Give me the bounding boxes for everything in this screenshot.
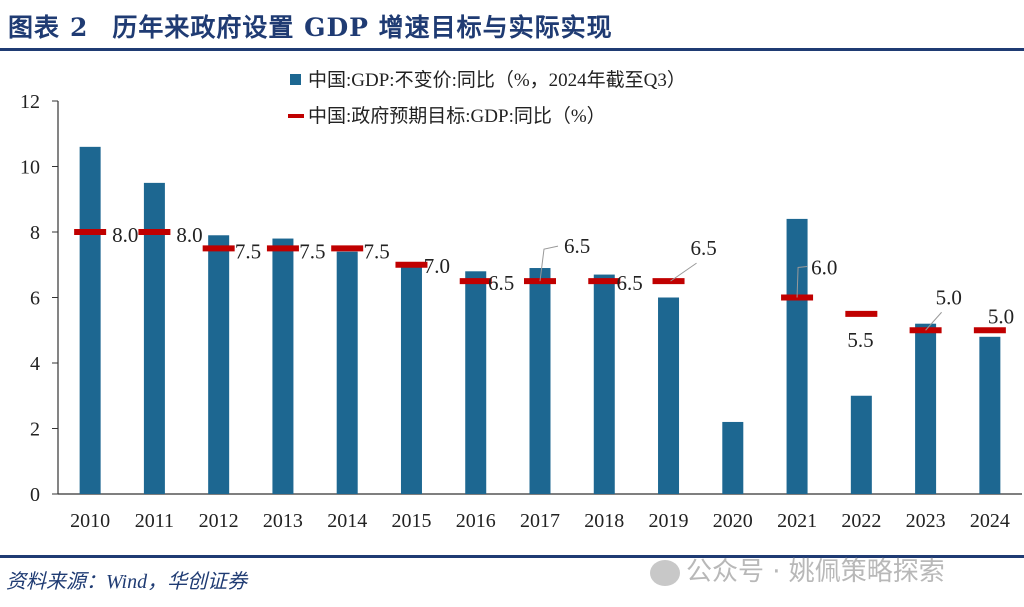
bar-2017 [529,268,551,494]
y-tick-label: 8 [30,222,40,244]
x-tick-label: 2016 [456,510,496,532]
x-tick-label: 2018 [584,510,624,532]
y-tick-label: 10 [20,157,40,179]
watermark: 公众号 · 姚佩策略探索 [650,551,945,588]
bar-2021 [786,218,808,494]
x-tick-label: 2022 [841,510,881,532]
target-label-2016: 6.5 [488,271,514,295]
x-tick-label: 2012 [199,510,239,532]
bar-2011 [143,182,165,494]
bar-2016 [465,271,487,494]
bar-2010 [79,146,101,494]
figure-title: 图表 2 历年来政府设置 GDP 增速目标与实际实现 [8,8,613,44]
target-marker-2024 [973,327,1006,334]
x-tick-label: 2014 [327,510,367,532]
target-label-2014: 7.5 [363,239,389,263]
target-label-2011: 8.0 [176,223,202,247]
target-label-2013: 7.5 [299,239,325,263]
bar-2018 [593,274,615,494]
target-marker-2010 [74,229,107,235]
bar-2024 [979,336,1001,494]
data-labels: 8.0 8.0 7.5 7.5 7.5 7.0 6.5 6.5 6.5 6.5 6.0 5.5 5.0 5… [112,223,1014,352]
x-tick-label: 2017 [520,510,560,532]
target-label-2022: 5.5 [847,328,873,352]
y-tick-label: 6 [30,288,40,310]
bar-2014 [336,251,358,494]
target-label-2012: 7.5 [235,239,261,263]
bar-2015 [400,264,422,494]
x-tick-label: 2023 [906,510,946,532]
bar-2020 [722,421,744,494]
x-tick-label: 2024 [970,510,1010,532]
y-tick-label: 2 [30,419,40,441]
target-label-2021: 6.0 [811,256,837,280]
bar-2019 [658,297,680,494]
y-tick-label: 12 [20,91,40,113]
y-tick-label: 4 [30,353,40,375]
target-marker-2019 [652,278,685,285]
target-marker-2018 [588,278,621,285]
leader-line [539,245,559,282]
legend-label-target: 中国:政府预期目标:GDP:同比（%） [308,105,606,127]
top-divider [0,48,1024,51]
target-marker-2015 [395,261,428,268]
bar-2023 [915,323,937,494]
legend-swatch-gdp [290,74,301,85]
source-note: 资料来源：Wind，华创证券 [6,571,248,593]
target-marker-2014 [331,245,364,252]
target-label-2023: 5.0 [936,285,962,309]
x-tick-label: 2010 [70,510,110,532]
bottom-divider [0,555,1024,558]
target-label-2010: 8.0 [112,223,138,247]
wechat-icon [650,559,680,586]
x-tick-label: 2020 [713,510,753,532]
chart: 中国:GDP:不变价:同比（%，2024年截至Q3） 中国:政府预期目标:GDP… [20,69,1022,532]
legend: 中国:GDP:不变价:同比（%，2024年截至Q3） 中国:政府预期目标:GDP… [288,69,686,127]
bar-2022 [850,395,872,494]
figure-label: 图表 [8,13,61,42]
target-marker-2022 [845,310,878,317]
target-label-2018: 6.5 [617,271,643,295]
x-tick-label: 2013 [263,510,303,532]
x-tick-label: 2015 [391,510,431,532]
target-label-2024: 5.0 [988,304,1014,328]
x-tick-label: 2011 [135,510,174,532]
bars [79,146,1001,494]
leader-line [796,266,808,298]
legend-label-gdp: 中国:GDP:不变价:同比（%，2024年截至Q3） [308,69,686,91]
legend-swatch-target [288,114,304,118]
target-marker-2011 [138,229,171,235]
target-label-2015: 7.0 [424,254,450,278]
leader-line [925,311,942,331]
target-marker-2013 [266,245,299,252]
target-marker-2012 [202,245,235,252]
leader-line [670,262,697,282]
y-tick-label: 0 [30,484,40,506]
target-label-2017: 6.5 [564,234,590,258]
x-tick-label: 2021 [777,510,817,532]
bar-2012 [208,235,230,494]
figure-title-text: 历年来政府设置 GDP 增速目标与实际实现 [112,13,613,42]
target-marker-2016 [459,278,492,285]
axes: 0 2 4 6 8 10 12 2010 2011 2012 2013 2014 2015 2016 201… [20,91,1022,532]
watermark-text: 公众号 · 姚佩策略探索 [686,557,945,587]
target-label-2019: 6.5 [691,236,717,260]
x-tick-label: 2019 [649,510,689,532]
bar-2013 [272,238,294,494]
figure-number: 2 [70,13,89,42]
